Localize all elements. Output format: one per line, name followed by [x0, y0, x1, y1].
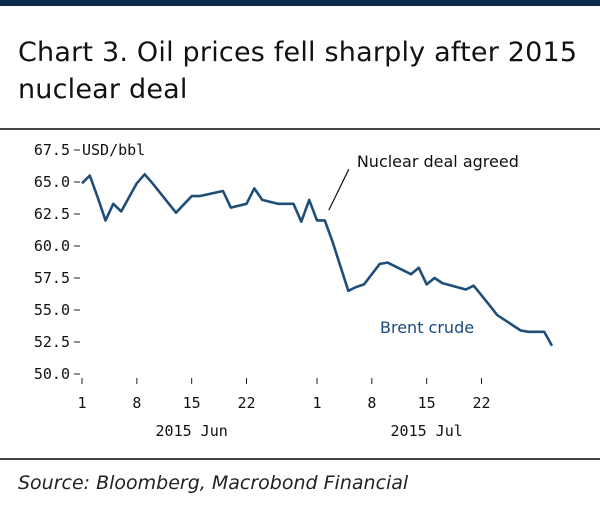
- y-axis: 67.5 65.0 62.5 60.0 57.5 55.0 52.5 50.0 USD/bbl: [34, 141, 145, 383]
- y-tick-label: 62.5: [34, 205, 70, 223]
- y-tick-label: 60.0: [34, 237, 70, 255]
- bottom-divider: [0, 458, 600, 460]
- annotation-nuclear-deal: Nuclear deal agreed: [357, 152, 519, 171]
- y-tick-label: 57.5: [34, 269, 70, 287]
- y-tick-label: 50.0: [34, 365, 70, 383]
- line-chart: 67.565.062.560.057.555.052.550.0USD/bbl …: [34, 141, 554, 440]
- y-tick-label: 65.0: [34, 173, 70, 191]
- x-axis: 1 8 15 22 1 8 15 22 2015 Jun 2015 Jul: [77, 378, 491, 440]
- x-tick-label: 22: [472, 394, 490, 412]
- series-label-brent-crude: Brent crude: [380, 318, 474, 337]
- annotation-pointer-line: [328, 168, 350, 211]
- annotation-layer: Nuclear deal agreed: [328, 152, 519, 211]
- y-axis-unit-label: USD/bbl: [82, 141, 145, 159]
- x-month-label: 2015 Jun: [156, 422, 228, 440]
- x-tick-label: 8: [367, 394, 376, 412]
- x-tick-label: 15: [183, 394, 201, 412]
- x-tick-label: 1: [312, 394, 321, 412]
- header-bar: [0, 0, 600, 6]
- series-line-brent-crude: [81, 173, 554, 347]
- source-note: Source: Bloomberg, Macrobond Financial: [18, 472, 409, 494]
- y-tick-label: 55.0: [34, 301, 70, 319]
- x-tick-label: 8: [132, 394, 141, 412]
- top-divider: [0, 128, 600, 130]
- x-tick-label: 22: [237, 394, 255, 412]
- y-tick-label: 67.5: [34, 141, 70, 159]
- y-tick-label: 52.5: [34, 333, 70, 351]
- x-tick-label: 1: [77, 394, 86, 412]
- x-month-label: 2015 Jul: [391, 422, 463, 440]
- series-layer: Brent crude: [81, 173, 554, 347]
- x-tick-label: 15: [418, 394, 436, 412]
- chart-title: Chart 3. Oil prices fell sharply after 2…: [18, 37, 578, 105]
